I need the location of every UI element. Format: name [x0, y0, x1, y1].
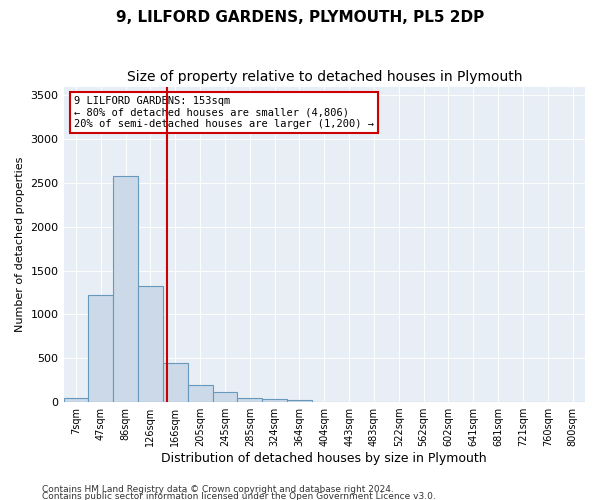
Title: Size of property relative to detached houses in Plymouth: Size of property relative to detached ho…	[127, 70, 522, 84]
Bar	[262, 400, 287, 402]
Bar	[88, 295, 113, 402]
Bar	[188, 386, 212, 402]
Text: 9 LILFORD GARDENS: 153sqm
← 80% of detached houses are smaller (4,806)
20% of se: 9 LILFORD GARDENS: 153sqm ← 80% of detac…	[74, 96, 374, 129]
Text: Contains HM Land Registry data © Crown copyright and database right 2024.: Contains HM Land Registry data © Crown c…	[42, 486, 394, 494]
Text: Contains public sector information licensed under the Open Government Licence v3: Contains public sector information licen…	[42, 492, 436, 500]
Bar	[163, 362, 188, 402]
Y-axis label: Number of detached properties: Number of detached properties	[15, 156, 25, 332]
Bar	[138, 286, 163, 402]
X-axis label: Distribution of detached houses by size in Plymouth: Distribution of detached houses by size …	[161, 452, 487, 465]
Bar	[212, 392, 238, 402]
Bar	[287, 400, 312, 402]
Text: 9, LILFORD GARDENS, PLYMOUTH, PL5 2DP: 9, LILFORD GARDENS, PLYMOUTH, PL5 2DP	[116, 10, 484, 25]
Bar	[64, 398, 88, 402]
Bar	[113, 176, 138, 402]
Bar	[238, 398, 262, 402]
